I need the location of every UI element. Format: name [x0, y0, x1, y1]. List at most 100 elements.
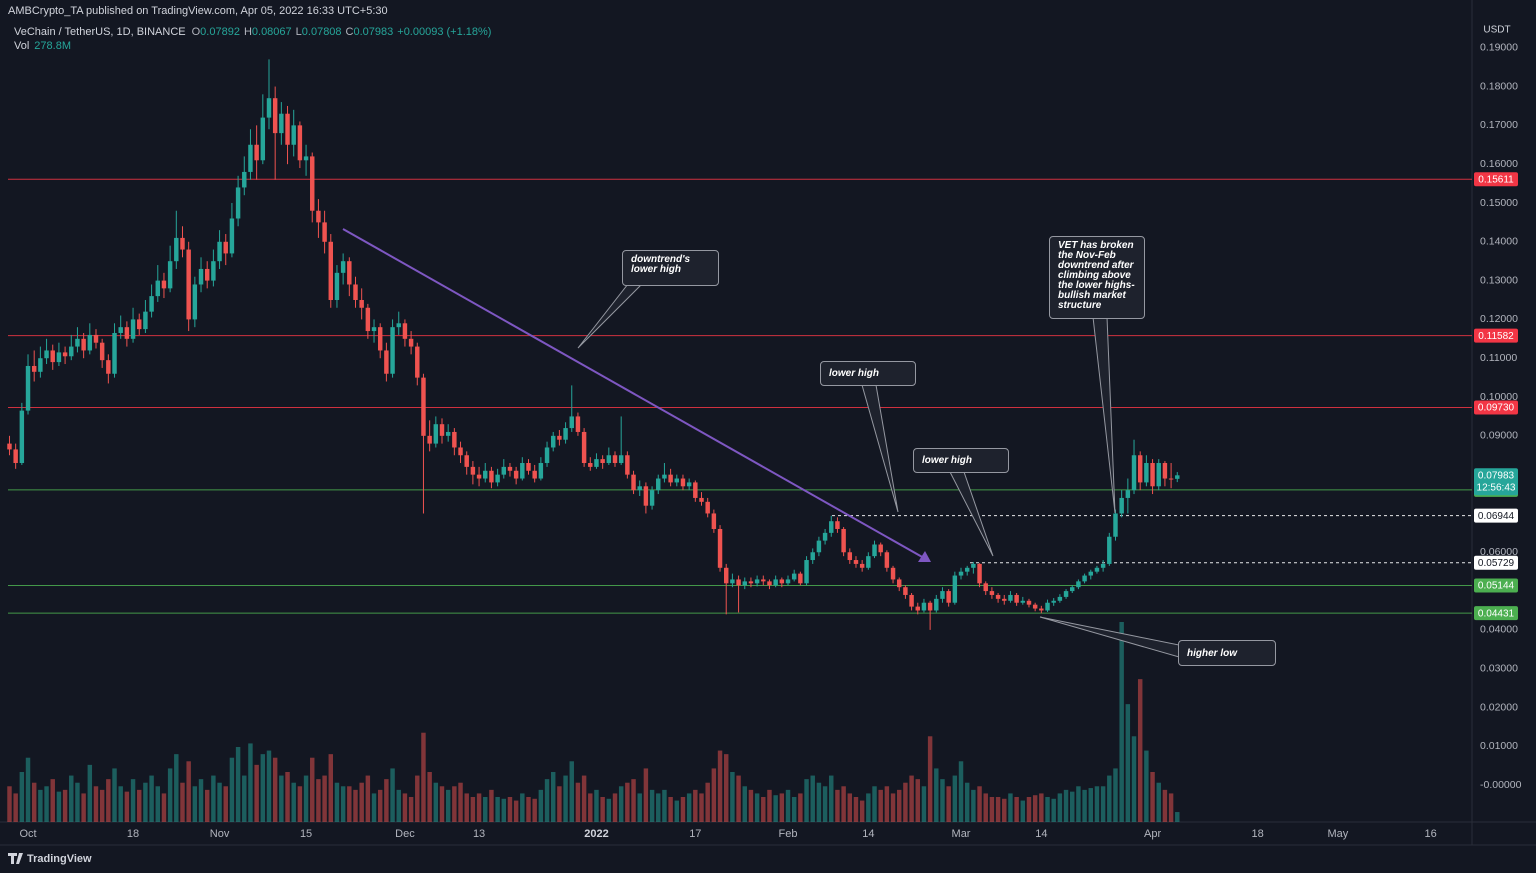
candle-body: [946, 591, 951, 603]
candle-body: [859, 563, 865, 568]
volume-bar: [723, 754, 729, 822]
candle-body: [328, 241, 334, 301]
candle-body: [415, 346, 420, 378]
volume-bar: [390, 768, 395, 822]
callout-pointer: [1092, 316, 1116, 514]
volume-bar: [909, 775, 914, 822]
candle-body: [625, 455, 630, 475]
candle-body: [229, 218, 235, 254]
candle-body: [112, 332, 117, 374]
volume-bar: [822, 786, 828, 822]
candle-body: [847, 552, 853, 561]
volume-bar: [291, 782, 296, 822]
candle-body: [934, 598, 939, 611]
candle-body: [995, 594, 1001, 599]
x-tick-label: 18: [127, 828, 139, 840]
volume-bar: [699, 793, 704, 822]
candle-body: [1107, 536, 1112, 564]
candle-body: [204, 268, 210, 281]
x-tick-label: May: [1328, 828, 1349, 840]
volume-bar: [1137, 679, 1143, 822]
level-label-box: [1474, 578, 1518, 593]
callout-pointer: [861, 384, 899, 513]
volume-bar: [649, 789, 655, 822]
volume-bar: [1131, 736, 1137, 822]
volume-bar: [1175, 812, 1180, 822]
volume-bar: [501, 798, 507, 822]
ohlc-value: 0.07808: [302, 26, 342, 38]
candle-body: [439, 424, 445, 436]
volume-bar: [538, 789, 544, 822]
volume-bar: [137, 789, 142, 822]
volume-bar: [124, 791, 130, 822]
candle-body: [211, 261, 216, 281]
volume-bar: [971, 789, 976, 822]
candle-body: [217, 241, 222, 262]
volume-title: Vol: [14, 40, 29, 52]
candle-body: [334, 272, 340, 301]
candle-body: [1002, 598, 1007, 601]
volume-bar: [433, 782, 439, 822]
volume-bar: [964, 782, 970, 822]
volume-bar: [235, 747, 241, 822]
plot: [7, 59, 1472, 822]
volume-bar: [983, 793, 988, 822]
volume-bar: [439, 786, 445, 822]
currency: USDT: [1483, 25, 1510, 36]
candle-body: [1076, 581, 1081, 588]
candle-body: [977, 563, 982, 584]
x-tick-label: Feb: [779, 828, 798, 840]
x-tick-label: 14: [862, 828, 874, 840]
candle-body: [62, 352, 68, 357]
volume-bar: [631, 779, 636, 822]
candle-body: [99, 342, 105, 361]
candle-body: [38, 358, 43, 372]
candle-body: [853, 560, 859, 564]
candle-body: [297, 125, 303, 161]
volume-bar: [174, 754, 179, 822]
volume-bar: [804, 779, 809, 822]
candle-body: [656, 478, 661, 491]
candle-body: [631, 474, 636, 491]
volume-bar: [143, 782, 148, 822]
volume-bar: [272, 757, 278, 822]
y-tick-label: 0.12000: [1480, 313, 1518, 325]
candle-body: [279, 113, 284, 134]
candle-body: [748, 581, 754, 584]
candle-body: [390, 327, 395, 374]
ohlc-value: 0.07983: [354, 26, 394, 38]
volume-bar: [940, 779, 945, 822]
candle-body: [118, 327, 123, 333]
volume-bar: [995, 797, 1001, 822]
volume-bar: [662, 789, 667, 822]
volume-bar: [31, 782, 37, 822]
volume-bar: [643, 768, 649, 822]
candle-body: [365, 307, 371, 332]
volume-bar: [748, 789, 754, 822]
candle-body: [964, 567, 970, 572]
countdown-label: 12:56:43: [1477, 482, 1516, 493]
volume-bar: [266, 750, 272, 822]
candle-body: [1014, 594, 1019, 603]
ohlc-value: 0.08067: [252, 26, 292, 38]
volume-bar: [866, 793, 871, 822]
ohlc-letter: L: [296, 26, 302, 38]
level-label: 0.04431: [1478, 608, 1515, 619]
candle-body: [829, 521, 834, 533]
volume-bar: [773, 795, 778, 822]
candle-body: [927, 602, 933, 611]
change: +0.00093 (+1.18%): [397, 26, 491, 38]
candle-body: [464, 455, 469, 467]
volume-bar: [1008, 793, 1013, 822]
volume-bar: [353, 789, 358, 822]
callout-pointer: [949, 471, 994, 557]
volume-bar: [897, 789, 902, 822]
volume-bar: [180, 782, 185, 822]
annotation: lower high: [913, 448, 1009, 473]
candle-body: [816, 540, 822, 553]
volume-bar: [396, 789, 401, 822]
volume-bar: [927, 736, 933, 822]
candle-body: [1113, 513, 1118, 537]
y-tick-label: 0.19000: [1480, 42, 1518, 54]
annotation: VET has broken the Nov-Feb downtrend aft…: [1049, 236, 1145, 319]
